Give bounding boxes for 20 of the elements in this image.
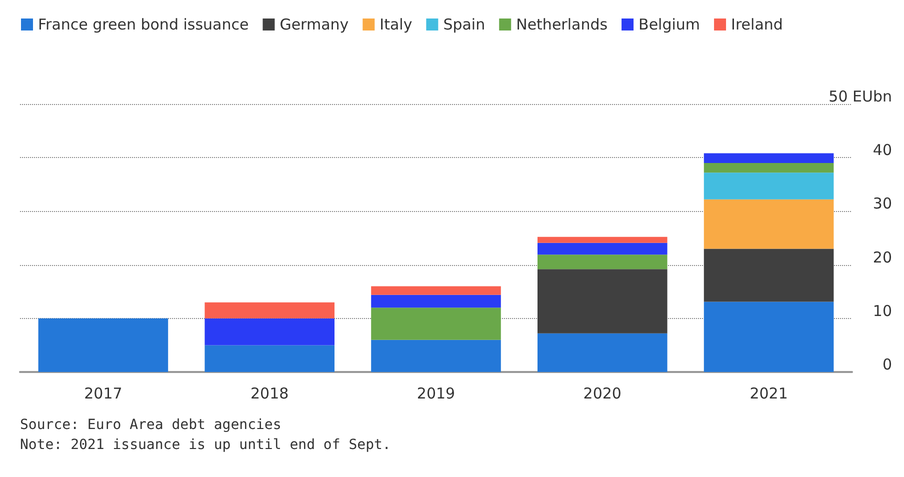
legend-label: France green bond issuance: [38, 16, 249, 34]
legend-label: Spain: [443, 16, 486, 34]
legend-label: Germany: [280, 16, 349, 34]
legend-label: Italy: [380, 16, 412, 34]
x-tick-label: 2018: [250, 384, 289, 402]
source-note: Source: Euro Area debt agencies: [20, 417, 282, 433]
legend-label: Belgium: [638, 16, 700, 34]
y-tick-label: 20: [872, 248, 892, 266]
y-tick-label: 0: [882, 356, 892, 374]
legend-label: Netherlands: [516, 16, 608, 34]
y-tick-label: 30: [872, 194, 892, 213]
legend-label: Ireland: [731, 16, 783, 34]
y-tick-label: 40: [872, 141, 892, 160]
x-tick-label: 2021: [750, 384, 788, 402]
y-tick-label: 50 EUbn: [828, 88, 892, 106]
y-tick-label: 10: [872, 302, 892, 320]
x-tick-label: 2019: [416, 384, 456, 402]
x-tick-label: 2020: [583, 384, 622, 402]
x-tick-label: 2017: [84, 384, 122, 402]
text: Note: 2021 issuance is up until end of Sept.: [20, 437, 391, 453]
